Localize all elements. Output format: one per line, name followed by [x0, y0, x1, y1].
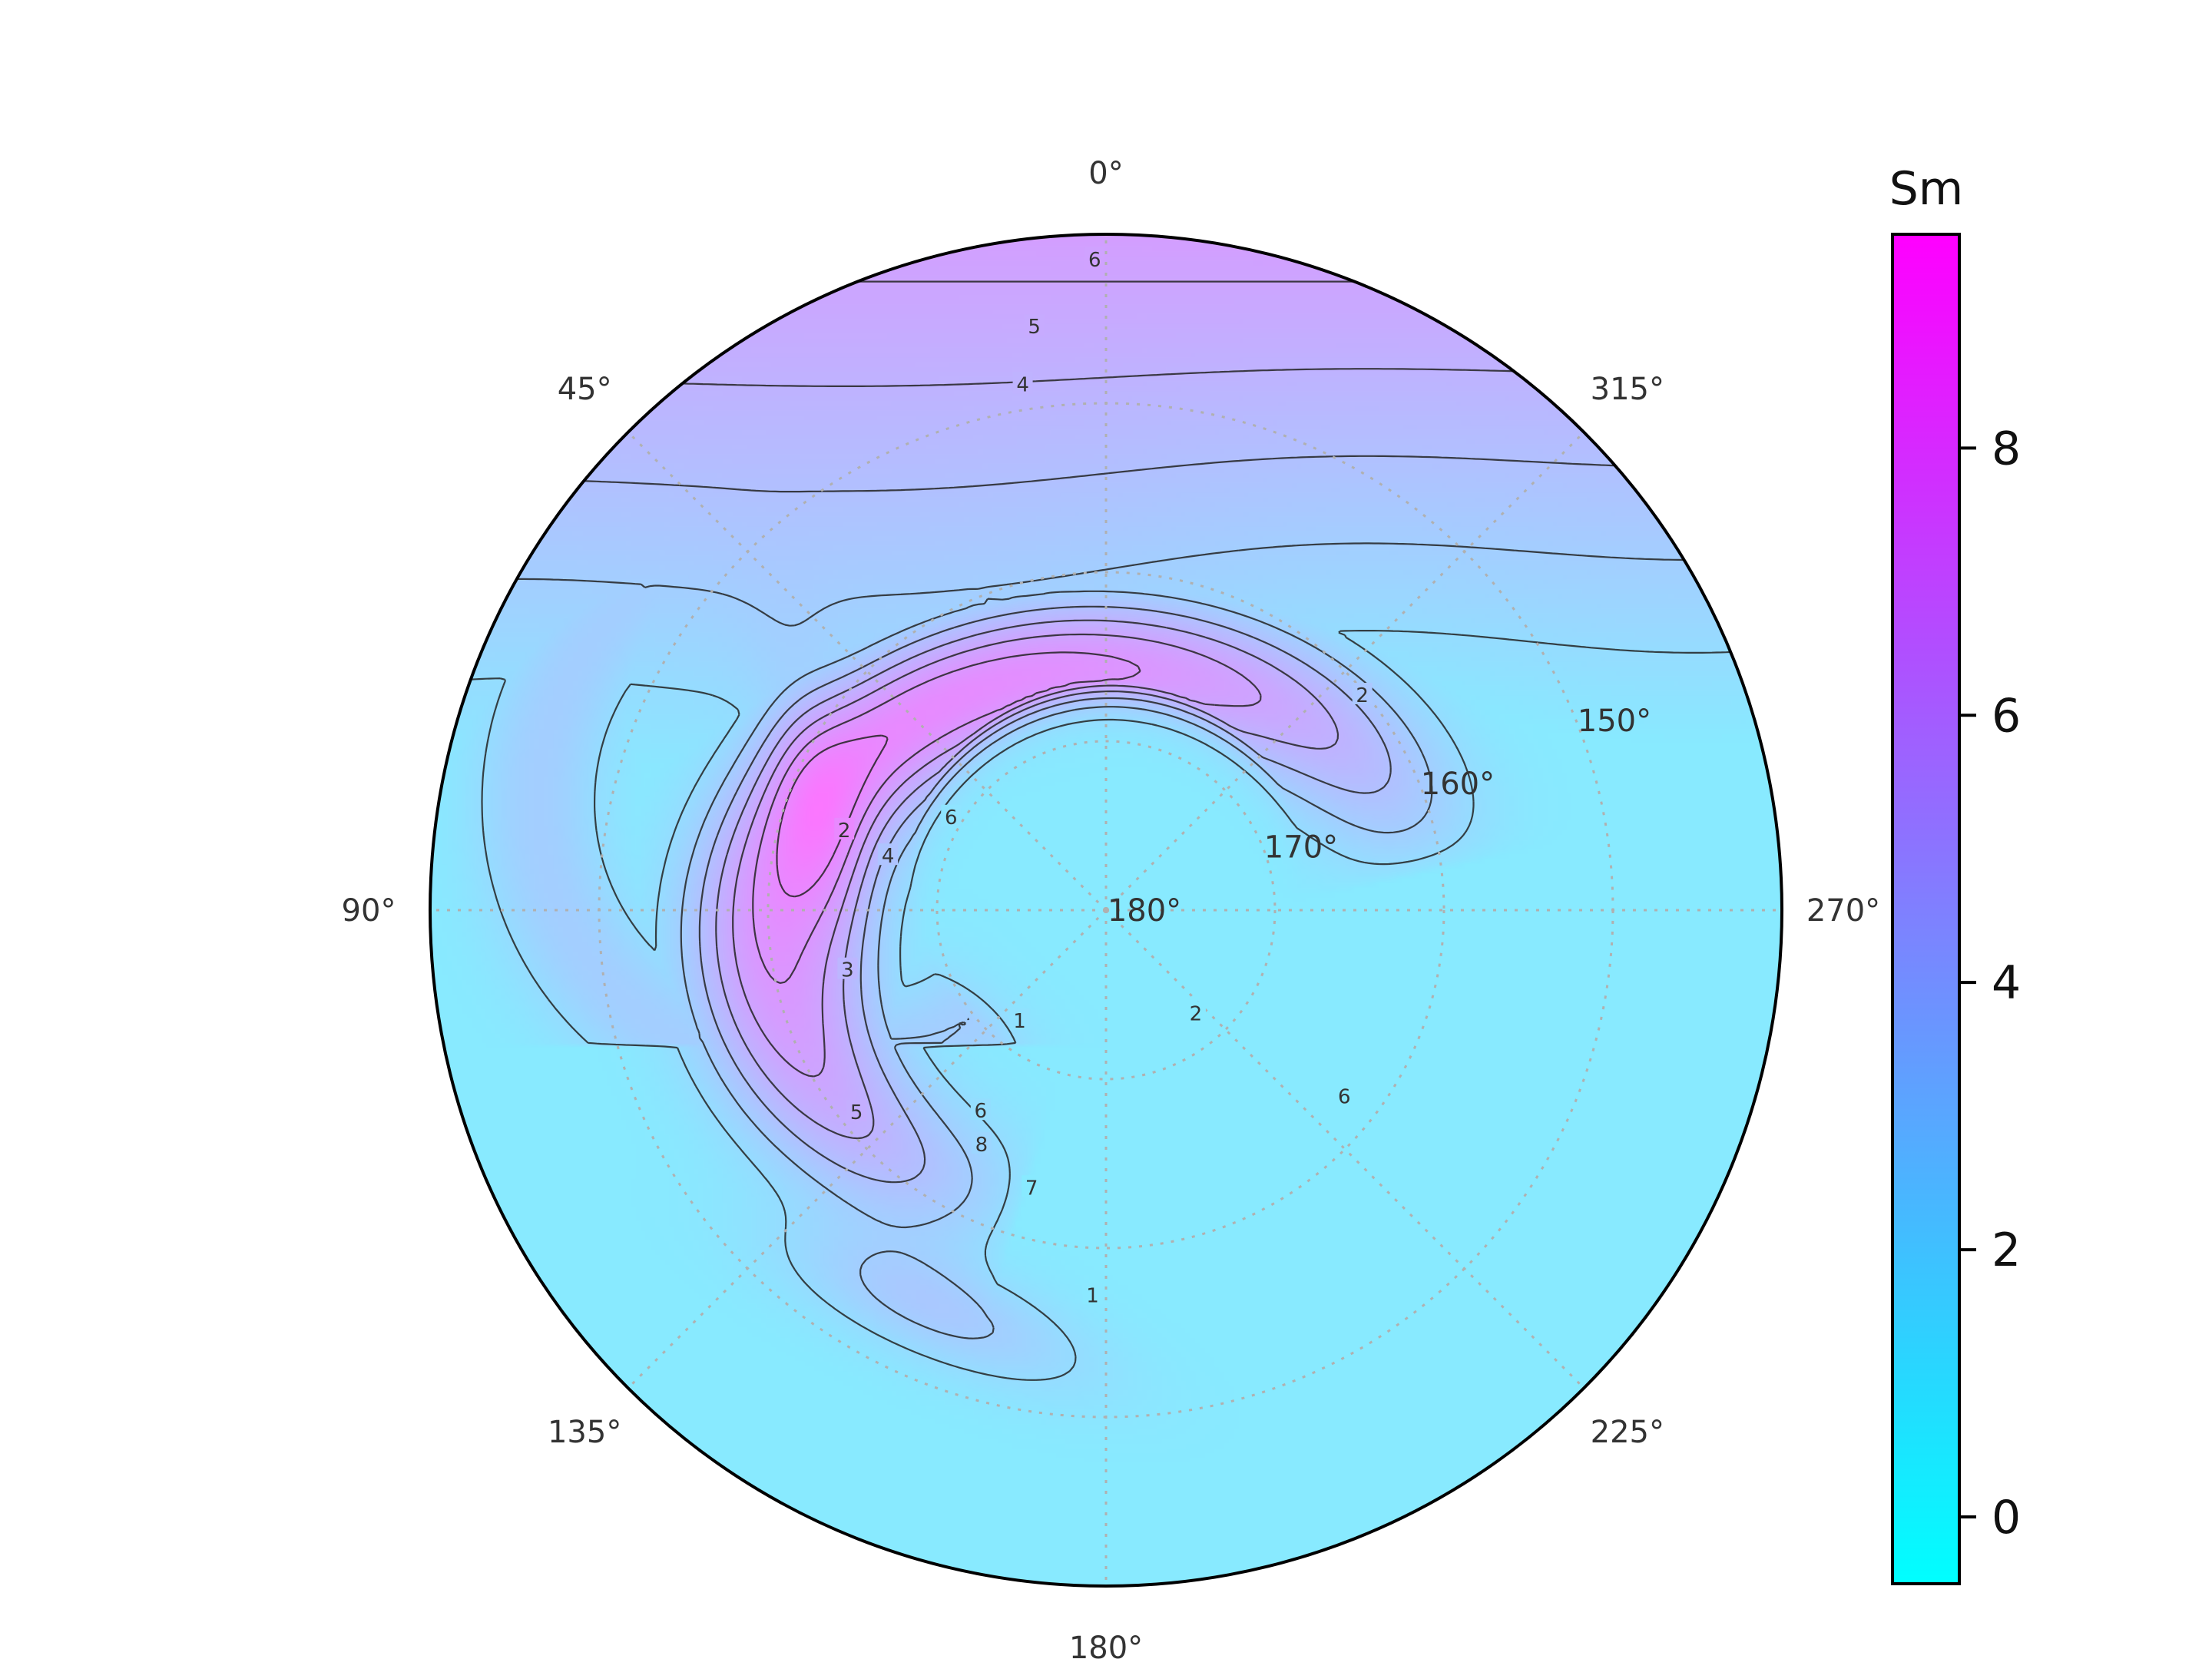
contour-label: 5 [1024, 314, 1045, 339]
contour-label-bg [834, 817, 855, 839]
contour-label-bg [970, 1098, 991, 1121]
contour-label-bg [837, 957, 858, 979]
azimuth-tick-label: 90° [342, 893, 396, 929]
contour-label: 5 [846, 1100, 867, 1124]
contour-label-bg [1084, 247, 1105, 270]
contour-label: 8 [971, 1131, 992, 1157]
contour-label-text: 1 [1013, 1010, 1026, 1033]
contour-label-text: 6 [1338, 1085, 1351, 1108]
contour-label-bg [941, 804, 962, 826]
contour-label: 3 [837, 957, 858, 982]
contour-line-5 [432, 368, 1780, 1140]
polar-grid [430, 234, 1782, 1586]
colatitude-ring-labels: 150° 160° 170° 180° [1108, 704, 1651, 929]
contour-label-text: 2 [838, 820, 851, 843]
contour-label: 6 [1084, 247, 1105, 272]
contour-label-bg [971, 1131, 992, 1154]
azimuth-tick-label: 270° [1806, 893, 1880, 929]
contour-label: 6 [941, 804, 962, 830]
contour-label-bg [1352, 683, 1373, 705]
contour-label: 2 [834, 817, 855, 843]
azimuth-tick-labels: 0° 45° 90° 135° 180° 225° 270° 315° [342, 156, 1881, 1659]
contour-label: 2 [1352, 683, 1373, 707]
contour-label-text: 4 [1016, 374, 1029, 397]
contour-label-text: 6 [945, 806, 958, 830]
contour-label-bg [1009, 1008, 1030, 1030]
colorbar-label: Sm [1889, 162, 1964, 216]
colorbar-ticks: 0 2 4 6 8 [1959, 422, 2021, 1545]
azimuth-tick-label: 315° [1591, 372, 1664, 407]
colorbar-tick-label: 4 [1992, 956, 2021, 1010]
contour-label-text: 5 [850, 1101, 863, 1124]
contour-labels: 6 5 4 2 4 3 6 6 8 5 7 1 2 6 1 2 [834, 247, 1373, 1307]
colatitude-ring [767, 571, 1445, 1250]
colorbar: Sm 0 2 4 6 8 [1889, 162, 2021, 1585]
plot-area: 6 5 4 2 4 3 6 6 8 5 7 1 2 6 1 2 0° 45° 90° 135° 180° 225° 270… [342, 156, 1881, 1659]
contour-line-8 [776, 734, 889, 898]
colatitude-ring-label: 160° [1421, 767, 1495, 802]
contour-label-text: 2 [1356, 684, 1369, 707]
contour-line-2 [432, 630, 1780, 1381]
colatitude-ring-label: 180° [1108, 893, 1181, 929]
contour-lines [432, 280, 1780, 1381]
contour-label-bg [1022, 1175, 1042, 1197]
contour-label: 7 [1022, 1175, 1042, 1200]
contour-label-text: 6 [1088, 249, 1101, 272]
colorbar-tick-label: 0 [1992, 1491, 2021, 1545]
contour-label-text: 4 [882, 845, 895, 868]
contour-label-text: 7 [1025, 1177, 1038, 1200]
contour-label: 1 [1009, 1008, 1030, 1033]
contour-label: 6 [1334, 1084, 1355, 1108]
contour-label: 6 [970, 1098, 991, 1123]
contour-label: 2 [1185, 1001, 1206, 1025]
contour-label-bg [1185, 1001, 1206, 1023]
contour-label-bg [1082, 1283, 1103, 1305]
colatitude-ring-label: 170° [1264, 830, 1338, 866]
contour-label-bg [846, 1100, 867, 1122]
polar-boundary [429, 233, 1783, 1588]
contour-label-text: 8 [975, 1134, 988, 1157]
azimuth-tick-label: 0° [1088, 156, 1123, 191]
contour-label-text: 5 [1028, 316, 1041, 339]
colorbar-tick-label: 8 [1992, 422, 2021, 475]
contour-label-bg [1024, 314, 1045, 336]
contour-label-text: 1 [1086, 1284, 1099, 1307]
contour-label-bg [1334, 1084, 1355, 1106]
contour-label-text: 6 [975, 1100, 988, 1123]
azimuth-tick-label: 135° [548, 1415, 621, 1450]
colatitude-ring-label: 150° [1578, 704, 1651, 739]
contour-label: 4 [1012, 372, 1033, 397]
colorbar-tick-label: 2 [1992, 1224, 2021, 1277]
colatitude-ring [935, 740, 1277, 1081]
contour-label: 1 [1082, 1283, 1103, 1307]
contour-label: 4 [878, 843, 899, 868]
contour-label-bg [878, 843, 899, 866]
contour-line-7 [752, 651, 1141, 985]
azimuth-tick-label: 225° [1591, 1415, 1664, 1450]
contour-label-text: 2 [1190, 1002, 1203, 1025]
azimuth-tick-label: 180° [1069, 1631, 1143, 1659]
contour-label-bg [1012, 372, 1033, 394]
contour-line-4 [432, 455, 1780, 1184]
colorbar-tick-label: 6 [1992, 689, 2021, 743]
colorbar-bar [1891, 233, 1961, 1585]
contour-label-text: 3 [841, 959, 854, 982]
azimuth-tick-label: 45° [558, 372, 612, 407]
